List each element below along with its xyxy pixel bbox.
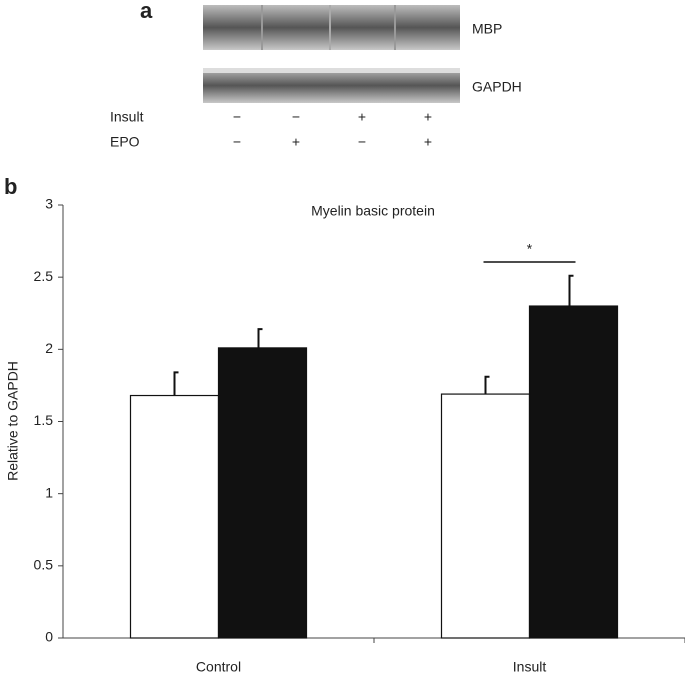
condition-sign: + bbox=[358, 109, 366, 125]
chart-title: Myelin basic protein bbox=[311, 203, 435, 219]
condition-sign: − bbox=[233, 109, 241, 125]
error-bar bbox=[173, 371, 179, 396]
blot-image bbox=[203, 5, 460, 103]
y-tick-label: 0.5 bbox=[34, 557, 54, 573]
error-bar bbox=[484, 375, 490, 395]
bar bbox=[440, 393, 531, 639]
condition-sign: + bbox=[292, 134, 300, 150]
bar bbox=[528, 305, 619, 639]
y-tick-label: 3 bbox=[45, 196, 53, 212]
y-tick-label: 1.5 bbox=[34, 412, 54, 428]
panel-label: a bbox=[140, 0, 153, 23]
x-tick-label: Insult bbox=[513, 659, 547, 674]
bar bbox=[129, 394, 220, 639]
y-tick-label: 0 bbox=[45, 629, 53, 645]
panel-label: b bbox=[4, 174, 17, 199]
y-tick-label: 1 bbox=[45, 484, 53, 500]
error-bar bbox=[568, 274, 574, 307]
bar bbox=[217, 347, 308, 639]
y-axis-label: Relative to GAPDH bbox=[5, 361, 21, 481]
condition-sign: + bbox=[424, 134, 432, 150]
condition-label: EPO bbox=[110, 134, 140, 150]
band-label: GAPDH bbox=[472, 79, 522, 95]
annotation: * bbox=[527, 241, 533, 257]
y-tick-label: 2.5 bbox=[34, 268, 54, 284]
band-label: MBP bbox=[472, 21, 502, 37]
condition-label: Insult bbox=[110, 109, 144, 125]
error-bar bbox=[257, 328, 263, 348]
y-tick-label: 2 bbox=[45, 340, 53, 356]
condition-sign: − bbox=[233, 134, 241, 150]
condition-sign: + bbox=[424, 109, 432, 125]
x-tick-label: Control bbox=[196, 659, 241, 674]
condition-sign: − bbox=[358, 134, 366, 150]
condition-sign: − bbox=[292, 109, 300, 125]
